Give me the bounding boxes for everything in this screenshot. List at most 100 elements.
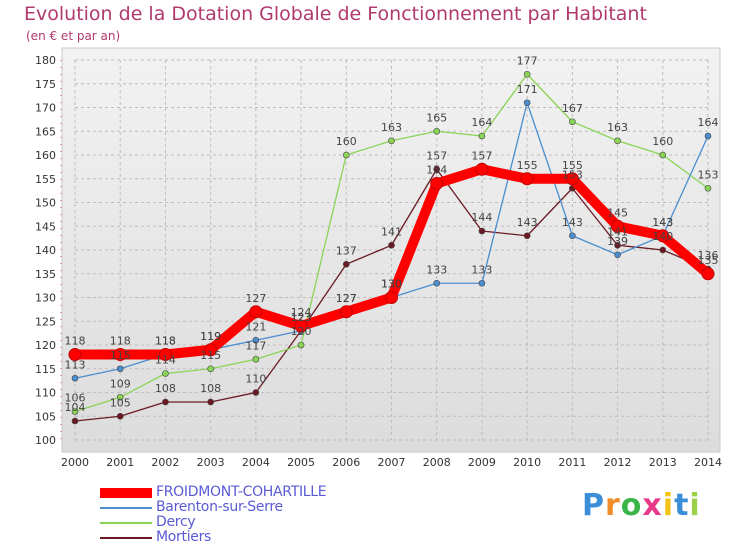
data-point bbox=[520, 172, 534, 186]
brand-letter: i bbox=[689, 488, 701, 523]
data-label: 118 bbox=[155, 335, 176, 348]
data-label: 118 bbox=[65, 335, 86, 348]
data-label: 130 bbox=[381, 278, 402, 291]
y-tick-label: 145 bbox=[35, 220, 56, 233]
data-label: 143 bbox=[562, 216, 583, 229]
y-tick-label: 135 bbox=[35, 268, 56, 281]
legend-line bbox=[100, 522, 152, 524]
data-label: 144 bbox=[471, 211, 492, 224]
brand-letter: o bbox=[620, 488, 643, 523]
data-point bbox=[659, 151, 667, 159]
x-tick-label: 2000 bbox=[61, 456, 89, 469]
chart-subtitle: (en € et par an) bbox=[26, 29, 121, 43]
data-point bbox=[71, 408, 79, 415]
data-label: 137 bbox=[336, 244, 357, 257]
data-label: 163 bbox=[381, 121, 402, 134]
data-label: 120 bbox=[291, 325, 312, 338]
data-point bbox=[294, 319, 308, 333]
data-label: 124 bbox=[291, 306, 312, 319]
data-point bbox=[207, 398, 214, 406]
x-tick-label: 2011 bbox=[558, 456, 586, 469]
data-point bbox=[433, 165, 441, 173]
data-point bbox=[659, 246, 667, 254]
data-label: 153 bbox=[698, 168, 719, 181]
data-point bbox=[297, 341, 305, 349]
data-label: 133 bbox=[471, 263, 492, 276]
data-label: 143 bbox=[652, 216, 673, 229]
brand-logo: Proxiti bbox=[582, 488, 701, 523]
x-tick-label: 2002 bbox=[151, 456, 179, 469]
data-label: 127 bbox=[336, 292, 357, 305]
data-label: 106 bbox=[65, 392, 86, 405]
data-label: 141 bbox=[607, 225, 628, 238]
y-tick-label: 115 bbox=[35, 363, 56, 376]
data-label: 143 bbox=[652, 216, 673, 229]
data-point bbox=[523, 70, 531, 78]
x-tick-label: 2008 bbox=[423, 456, 451, 469]
data-point bbox=[611, 219, 625, 233]
data-label: 141 bbox=[381, 225, 402, 238]
data-label: 114 bbox=[155, 354, 176, 367]
data-point bbox=[433, 279, 441, 287]
data-point bbox=[162, 370, 169, 377]
data-point bbox=[116, 393, 124, 401]
data-point bbox=[430, 177, 444, 190]
data-label: 154 bbox=[426, 164, 447, 177]
data-label: 177 bbox=[517, 54, 538, 67]
data-point bbox=[388, 137, 395, 145]
data-label: 110 bbox=[245, 373, 266, 386]
data-label: 115 bbox=[200, 349, 221, 362]
y-tick-label: 120 bbox=[35, 339, 56, 352]
x-tick-label: 2012 bbox=[604, 456, 632, 469]
data-point bbox=[252, 336, 260, 344]
data-point bbox=[523, 99, 531, 107]
data-point bbox=[204, 343, 218, 357]
data-label: 123 bbox=[291, 311, 312, 324]
data-point bbox=[523, 232, 531, 240]
y-tick-label: 140 bbox=[35, 244, 56, 257]
data-point bbox=[339, 305, 353, 319]
brand-letter: r bbox=[605, 488, 621, 523]
data-point bbox=[475, 162, 489, 176]
data-point bbox=[478, 279, 486, 287]
data-label: 157 bbox=[426, 149, 447, 162]
data-point bbox=[116, 365, 124, 373]
chart-title: Evolution de la Dotation Globale de Fonc… bbox=[24, 3, 647, 25]
data-point bbox=[478, 227, 486, 235]
data-label: 140 bbox=[652, 230, 673, 243]
y-tick-label: 110 bbox=[35, 387, 56, 400]
data-point bbox=[478, 132, 486, 140]
data-label: 113 bbox=[65, 358, 86, 371]
data-point bbox=[656, 229, 670, 243]
legend-label: FROIDMONT-COHARTILLE bbox=[156, 484, 327, 500]
x-tick-label: 2007 bbox=[378, 456, 406, 469]
legend-label: Mortiers bbox=[156, 529, 212, 545]
data-point bbox=[433, 127, 441, 135]
y-tick-label: 180 bbox=[35, 54, 56, 67]
x-tick-label: 2009 bbox=[468, 456, 496, 469]
data-point bbox=[113, 348, 127, 361]
data-point bbox=[116, 412, 124, 420]
data-label: 108 bbox=[155, 382, 176, 395]
data-point bbox=[71, 374, 79, 382]
y-tick-label: 170 bbox=[35, 102, 56, 115]
data-label: 153 bbox=[562, 168, 583, 181]
y-tick-label: 105 bbox=[35, 410, 56, 423]
y-tick-label: 165 bbox=[35, 125, 56, 138]
data-label: 145 bbox=[607, 206, 628, 219]
data-label: 119 bbox=[200, 330, 221, 343]
legend-label: Dercy bbox=[156, 514, 196, 530]
x-tick-label: 2006 bbox=[332, 456, 360, 469]
data-point bbox=[569, 118, 576, 126]
data-label: 171 bbox=[517, 83, 538, 96]
data-label: 130 bbox=[381, 278, 402, 291]
data-label: 160 bbox=[336, 135, 357, 148]
x-tick-label: 2014 bbox=[694, 456, 722, 469]
data-label: 121 bbox=[245, 320, 266, 333]
y-tick-label: 160 bbox=[35, 149, 56, 162]
data-point bbox=[385, 291, 398, 304]
data-point bbox=[704, 184, 712, 192]
data-label: 105 bbox=[110, 396, 131, 409]
data-point bbox=[252, 355, 260, 363]
